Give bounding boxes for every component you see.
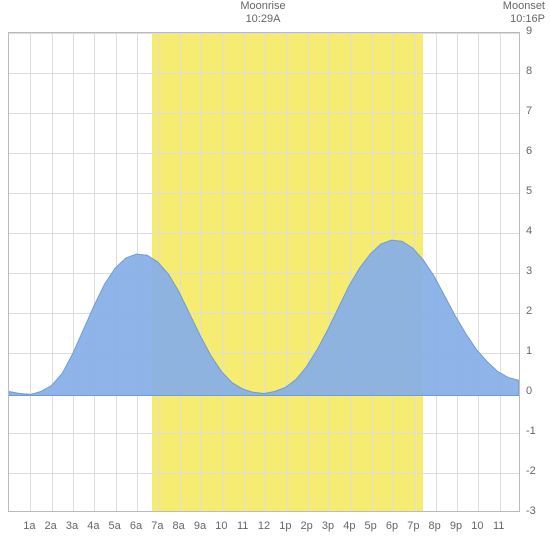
moonrise-label: Moonrise 10:29A bbox=[233, 0, 293, 26]
plot-area bbox=[8, 32, 520, 512]
x-tick-label: 11 bbox=[493, 520, 504, 532]
moonrise-title: Moonrise bbox=[233, 0, 293, 13]
x-tick-label: 10 bbox=[215, 520, 227, 532]
x-tick-label: 12 bbox=[258, 520, 270, 532]
y-tick-label: 3 bbox=[526, 265, 532, 277]
y-tick-label: -2 bbox=[526, 465, 536, 477]
y-tick-label: 8 bbox=[526, 65, 532, 77]
y-tick-label: 1 bbox=[526, 345, 532, 357]
y-tick-label: 6 bbox=[526, 145, 532, 157]
x-tick-label: 7a bbox=[151, 520, 163, 532]
tide-moon-chart: Moonrise 10:29A Moonset 10:16P -3-2-1012… bbox=[0, 0, 550, 550]
x-tick-label: 6p bbox=[386, 520, 398, 532]
y-tick-label: 9 bbox=[526, 25, 532, 37]
tide-area bbox=[9, 33, 519, 511]
x-tick-label: 4a bbox=[87, 520, 99, 532]
x-tick-label: 9p bbox=[450, 520, 462, 532]
y-tick-label: 4 bbox=[526, 225, 532, 237]
x-tick-label: 6a bbox=[130, 520, 142, 532]
moonrise-time: 10:29A bbox=[233, 13, 293, 26]
y-tick-label: 5 bbox=[526, 185, 532, 197]
x-tick-label: 2p bbox=[301, 520, 313, 532]
x-tick-label: 7p bbox=[407, 520, 419, 532]
x-tick-label: 11 bbox=[237, 520, 248, 532]
x-tick-label: 8p bbox=[429, 520, 441, 532]
x-tick-label: 3p bbox=[322, 520, 334, 532]
x-tick-label: 5p bbox=[365, 520, 377, 532]
x-tick-label: 2a bbox=[45, 520, 57, 532]
y-tick-label: 0 bbox=[526, 385, 532, 397]
moonset-label: Moonset 10:16P bbox=[485, 0, 545, 26]
x-tick-label: 1a bbox=[23, 520, 35, 532]
x-tick-label: 3a bbox=[66, 520, 78, 532]
x-tick-label: 5a bbox=[109, 520, 121, 532]
y-tick-label: -1 bbox=[526, 425, 536, 437]
y-tick-label: -3 bbox=[526, 505, 536, 517]
x-tick-label: 4p bbox=[343, 520, 355, 532]
x-tick-label: 1p bbox=[279, 520, 291, 532]
x-tick-label: 8a bbox=[173, 520, 185, 532]
y-tick-label: 7 bbox=[526, 105, 532, 117]
x-tick-label: 10 bbox=[471, 520, 483, 532]
moonset-time: 10:16P bbox=[485, 13, 545, 26]
y-tick-label: 2 bbox=[526, 305, 532, 317]
moonset-title: Moonset bbox=[485, 0, 545, 13]
x-tick-label: 9a bbox=[194, 520, 206, 532]
